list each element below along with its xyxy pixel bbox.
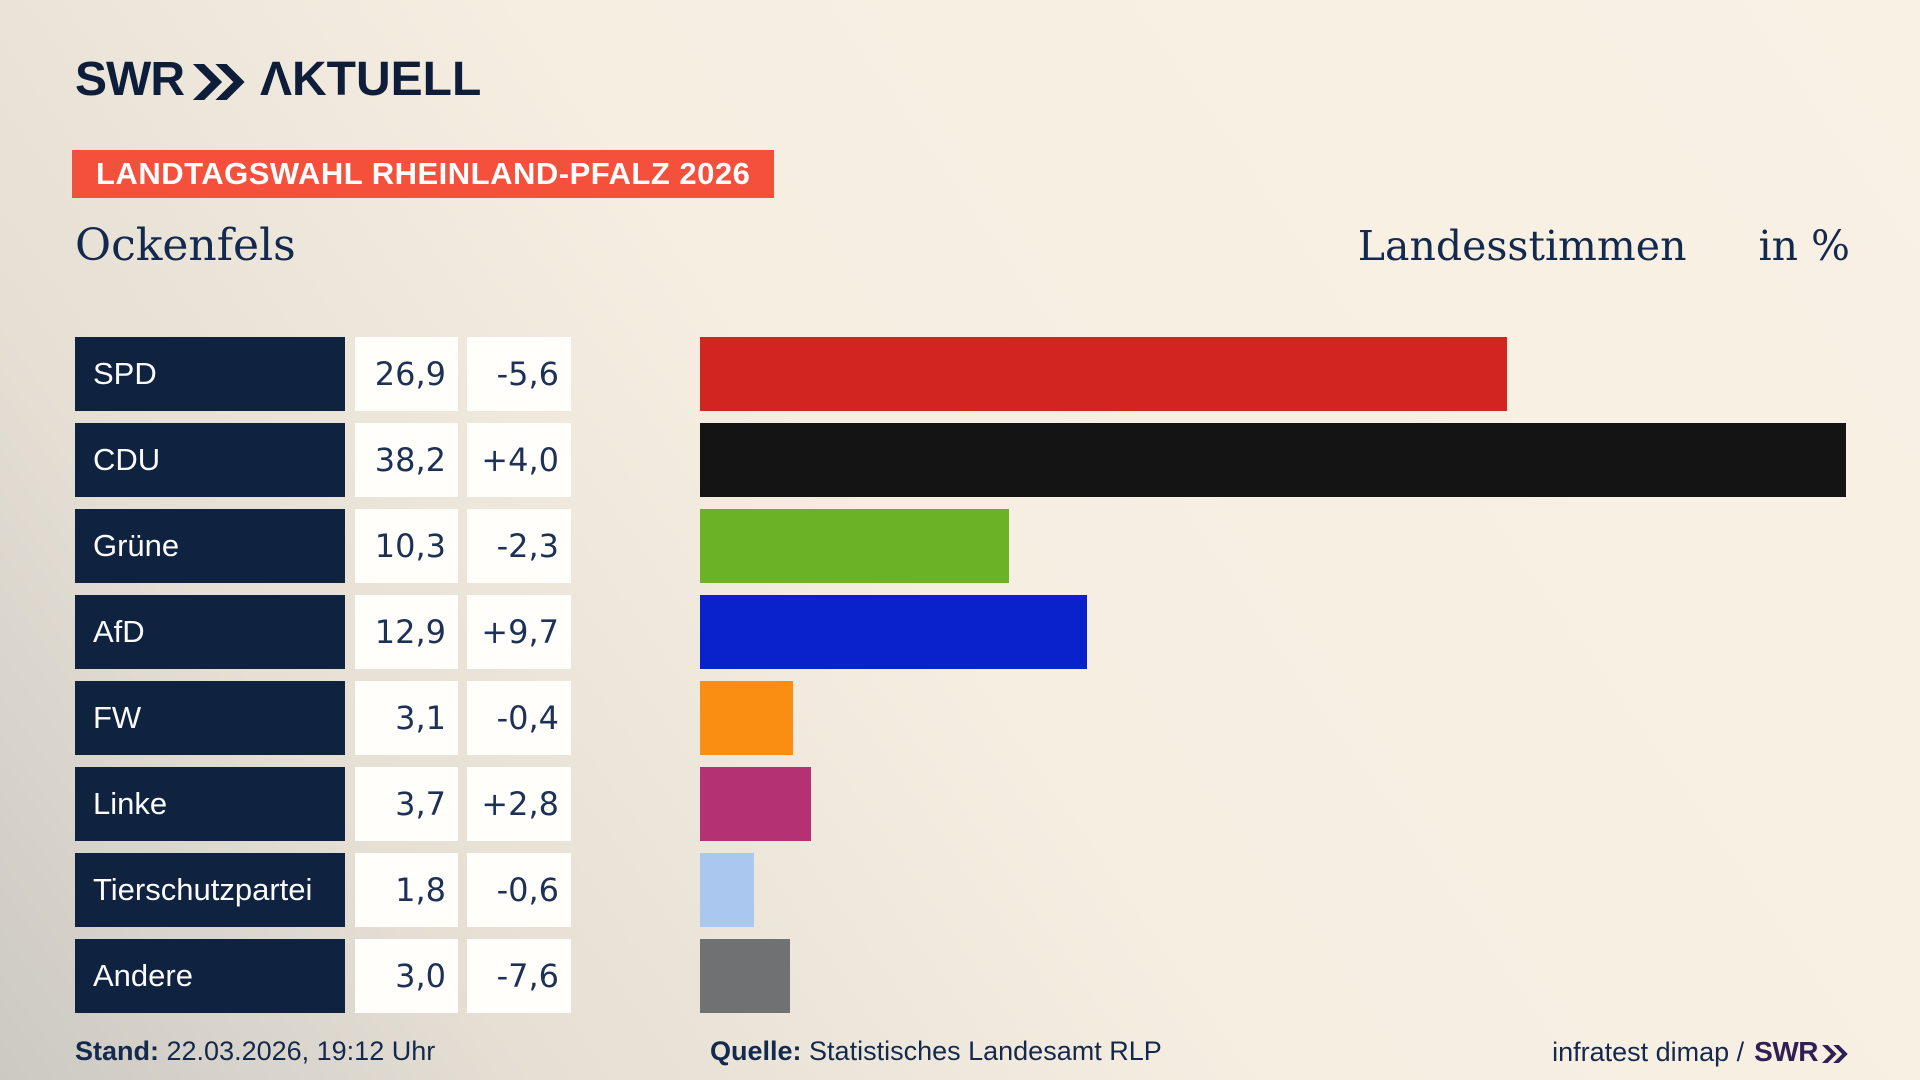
value-box: 3,7 (355, 767, 458, 841)
measure-label: Landesstimmen (1357, 222, 1687, 270)
result-bar (700, 509, 1009, 583)
change-box: -0,6 (467, 853, 571, 927)
value-box: 3,0 (355, 939, 458, 1013)
party-label: FW (75, 681, 345, 755)
quelle-label: Quelle: (710, 1036, 802, 1066)
result-bar (700, 423, 1846, 497)
chart-row: Linke 3,7 +2,8 (75, 767, 1920, 841)
stand-block: Stand: 22.03.2026, 19:12 Uhr (75, 1036, 435, 1067)
chart-row: Grüne 10,3 -2,3 (75, 509, 1920, 583)
change-box: +2,8 (467, 767, 571, 841)
party-label: SPD (75, 337, 345, 411)
party-label: AfD (75, 595, 345, 669)
bar-area (700, 681, 1920, 755)
result-bar (700, 853, 754, 927)
result-bar (700, 767, 811, 841)
municipality-title: Ockenfels (75, 220, 296, 271)
value-box: 10,3 (355, 509, 458, 583)
party-label: Grüne (75, 509, 345, 583)
chart-rows: SPD 26,9 -5,6 CDU 38,2 +4,0 Grüne 10,3 -… (75, 337, 1920, 1025)
double-chevron-icon (192, 63, 250, 100)
bar-area (700, 509, 1920, 583)
credit-double-chevron-icon (1822, 1044, 1850, 1063)
value-box: 12,9 (355, 595, 458, 669)
swr-aktuell-logo: SWR ΛKTUELL (75, 52, 481, 107)
measure-title: Landesstimmen in % (1358, 222, 1850, 270)
credit-swr-text: SWR (1754, 1036, 1818, 1067)
bar-area (700, 939, 1920, 1013)
bar-area (700, 337, 1920, 411)
change-box: -7,6 (467, 939, 571, 1013)
change-box: -2,3 (467, 509, 571, 583)
title-row: Ockenfels Landesstimmen in % (75, 220, 1850, 271)
stand-value: 22.03.2026, 19:12 Uhr (166, 1036, 436, 1066)
logo-aktuell-text: ΛKTUELL (259, 53, 482, 106)
chart-row: SPD 26,9 -5,6 (75, 337, 1920, 411)
bar-area (700, 767, 1920, 841)
unit-label: in % (1758, 222, 1850, 270)
stand-label: Stand: (75, 1036, 159, 1066)
quelle-block: Quelle: Statistisches Landesamt RLP (710, 1036, 1162, 1067)
bar-area (700, 423, 1920, 497)
chart-row: Tierschutzpartei 1,8 -0,6 (75, 853, 1920, 927)
result-bar (700, 681, 793, 755)
chart-row: CDU 38,2 +4,0 (75, 423, 1920, 497)
footer: Stand: 22.03.2026, 19:12 Uhr Quelle: Sta… (75, 1036, 1850, 1076)
party-label: Tierschutzpartei (75, 853, 345, 927)
party-label: Andere (75, 939, 345, 1013)
party-label: Linke (75, 767, 345, 841)
chart-row: Andere 3,0 -7,6 (75, 939, 1920, 1013)
value-box: 26,9 (355, 337, 458, 411)
logo-swr-text: SWR (75, 53, 185, 106)
party-label: CDU (75, 423, 345, 497)
value-box: 38,2 (355, 423, 458, 497)
value-box: 3,1 (355, 681, 458, 755)
result-bar (700, 337, 1507, 411)
credit-text: infratest dimap / (1552, 1036, 1745, 1067)
chart-row: AfD 12,9 +9,7 (75, 595, 1920, 669)
change-box: -5,6 (467, 337, 571, 411)
result-bar (700, 595, 1087, 669)
change-box: -0,4 (467, 681, 571, 755)
bar-area (700, 595, 1920, 669)
quelle-value: Statistisches Landesamt RLP (809, 1036, 1162, 1066)
result-bar (700, 939, 790, 1013)
change-box: +4,0 (467, 423, 571, 497)
credit-block: infratest dimap / SWR (1552, 1036, 1850, 1068)
change-box: +9,7 (467, 595, 571, 669)
bar-area (700, 853, 1920, 927)
value-box: 1,8 (355, 853, 458, 927)
chart-row: FW 3,1 -0,4 (75, 681, 1920, 755)
election-banner: LANDTAGSWAHL RHEINLAND-PFALZ 2026 (72, 150, 775, 198)
election-banner-label: LANDTAGSWAHL RHEINLAND-PFALZ 2026 (96, 156, 751, 191)
